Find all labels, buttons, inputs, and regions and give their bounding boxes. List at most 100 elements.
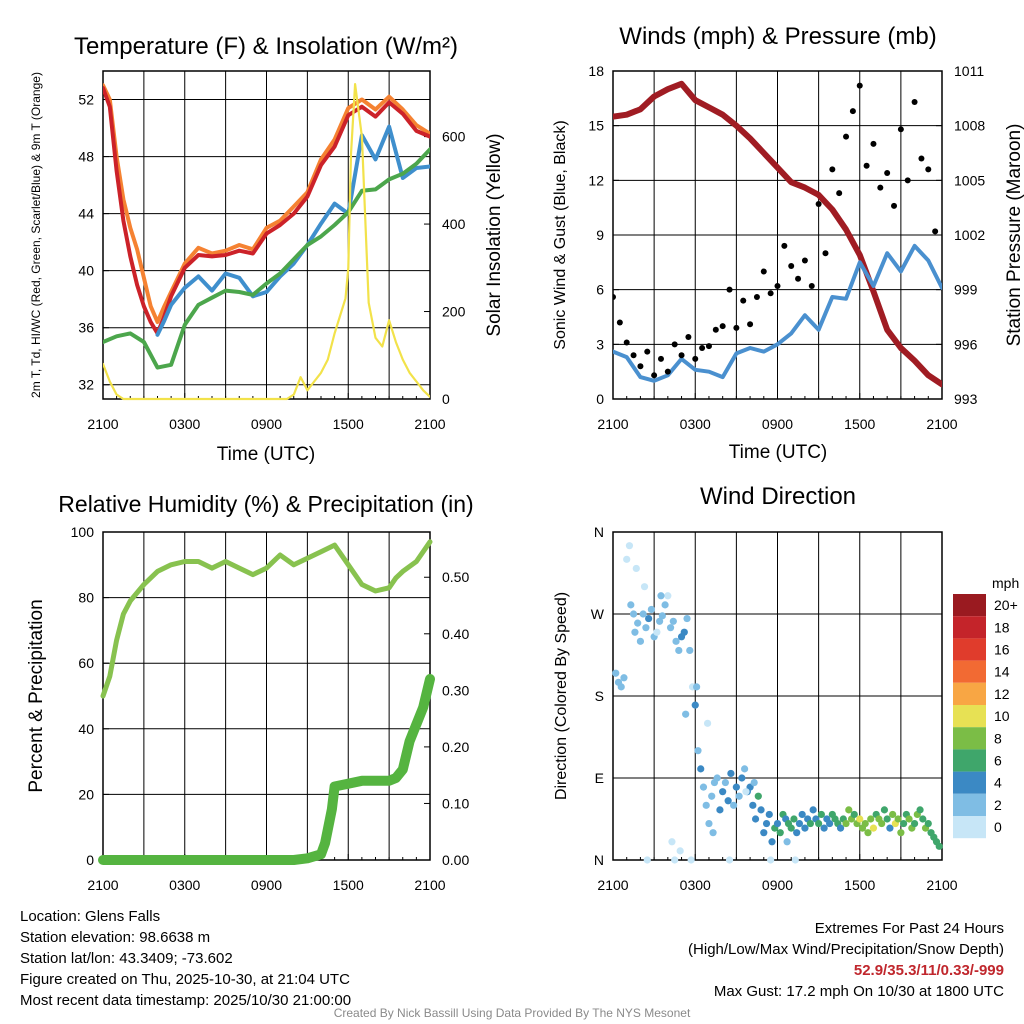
wind-direction-point [935, 842, 943, 850]
wind-direction-point [793, 829, 801, 837]
gust-point [836, 190, 843, 197]
wind-direction-point [627, 601, 635, 609]
wind-direction-point [924, 819, 932, 828]
y-tick-label: 0 [596, 391, 604, 407]
colorbar-label: 12 [994, 686, 1010, 702]
max-gust-text: Max Gust: 17.2 mph On 10/30 at 1800 UTC [713, 983, 1004, 1000]
temperature-panel: 2100 0300 0900 1500 2100 32 36 40 44 48 52 0 200 400 6… [29, 33, 505, 465]
wind-direction-point [856, 815, 864, 823]
y-tick-label: 48 [78, 149, 94, 165]
colorbar-title: mph [992, 575, 1019, 591]
wind-direction-point [661, 601, 669, 609]
y-tick-label: N [594, 524, 604, 540]
y2-tick-label: 600 [442, 129, 466, 145]
wind-direction-point [642, 624, 650, 632]
colorbar-label: 10 [994, 708, 1010, 724]
wind-direction-point [705, 819, 713, 828]
wind-direction-point [709, 829, 717, 837]
gust-point [740, 297, 747, 304]
gust-point [829, 166, 836, 173]
wind-direction-point [795, 819, 804, 828]
series-line [103, 147, 430, 370]
colorbar-label: 4 [994, 775, 1002, 791]
gust-point [685, 334, 692, 341]
y-tick-label: N [594, 852, 604, 868]
gust-point [856, 82, 863, 89]
colorbar-label: 14 [994, 664, 1010, 680]
wind-direction-point [889, 810, 897, 819]
wind-direction-point [916, 806, 924, 814]
elevation-text: Station elevation: 98.6638 m [20, 929, 211, 946]
wind-direction-point [672, 637, 680, 645]
wind-direction-point [683, 614, 691, 623]
credit-text: Created By Nick Bassill Using Data Provi… [333, 1006, 691, 1020]
y-tick-label: 60 [78, 655, 94, 671]
humidity-y-label: Percent & Precipitation [26, 599, 47, 792]
y-tick-label: 36 [78, 320, 94, 336]
wind-direction-point [676, 847, 684, 855]
humidity-title: Relative Humidity (%) & Precipitation (i… [58, 491, 473, 517]
wind-direction-point [634, 619, 642, 627]
gust-point [664, 368, 671, 375]
colorbar-swatch [953, 660, 986, 683]
wind-direction-point [687, 856, 695, 864]
gust-point [904, 177, 911, 184]
y2-tick-label: 1011 [954, 63, 984, 79]
wind-direction-point [631, 628, 639, 636]
colorbar-swatch [953, 749, 986, 772]
wind-direction-point [750, 778, 758, 787]
colorbar-swatch [953, 816, 986, 839]
wind-direction-point [702, 801, 710, 809]
colorbar-swatch [953, 793, 986, 816]
pressure-y-label: Station Pressure (Maroon) [1004, 124, 1024, 347]
gust-point [781, 242, 788, 249]
wind-direction-point [880, 806, 889, 814]
gust-point [733, 324, 740, 331]
x-tick-label: 2100 [87, 416, 118, 432]
winds-y-label: Sonic Wind & Gust (Blue, Black) [552, 120, 569, 349]
wind-direction-point [741, 765, 749, 773]
gust-point [613, 293, 616, 300]
wind-direction-point [653, 628, 661, 636]
series-line [103, 83, 430, 324]
y-tick-label: 3 [596, 336, 604, 352]
wind-direction-point [768, 838, 776, 846]
wind-direction-point [883, 815, 891, 823]
gust-point [712, 326, 719, 333]
y-tick-label: 12 [588, 172, 604, 188]
winds-series [613, 80, 942, 388]
insolation-y-label: Solar Insolation (Yellow) [484, 133, 505, 336]
extremes-values: 52.9/35.3/11/0.33/-999 [853, 962, 1004, 979]
colorbar-swatch [953, 705, 986, 728]
gust-point [699, 344, 706, 351]
x-tick-label: 2100 [597, 877, 628, 893]
wind-direction-point [869, 824, 878, 832]
gust-point [788, 262, 795, 269]
series-line [103, 82, 430, 401]
x-tick-label: 1500 [333, 416, 364, 432]
y2-tick-label: 0.40 [442, 626, 469, 642]
wind-direction-point [867, 815, 875, 823]
x-tick-label: 0300 [169, 877, 200, 893]
colorbar-swatch [953, 616, 986, 639]
wind-direction-point [730, 801, 738, 809]
wind-direction-point [886, 824, 894, 832]
x-tick-label: 0300 [169, 416, 200, 432]
humidity-series [98, 539, 435, 865]
gust-point [911, 98, 918, 105]
gust-point [925, 166, 932, 173]
y-tick-label: 32 [78, 377, 94, 393]
wind-direction-point [658, 612, 666, 620]
gust-point [918, 155, 925, 162]
y-tick-label: S [595, 688, 604, 704]
winds-panel: 2100 0300 0900 1500 2100 0 3 6 9 12 15 18 993 996 999 1… [552, 23, 1024, 463]
colorbar-label: 16 [994, 642, 1010, 658]
gust-point [747, 321, 754, 328]
x-tick-label: 0300 [680, 877, 711, 893]
gust-point [932, 228, 939, 235]
gust-point [822, 250, 829, 257]
x-tick-label: 1500 [333, 877, 364, 893]
y-tick-label: 100 [71, 524, 95, 540]
gust-point [637, 363, 644, 370]
y2-tick-label: 400 [442, 216, 466, 232]
